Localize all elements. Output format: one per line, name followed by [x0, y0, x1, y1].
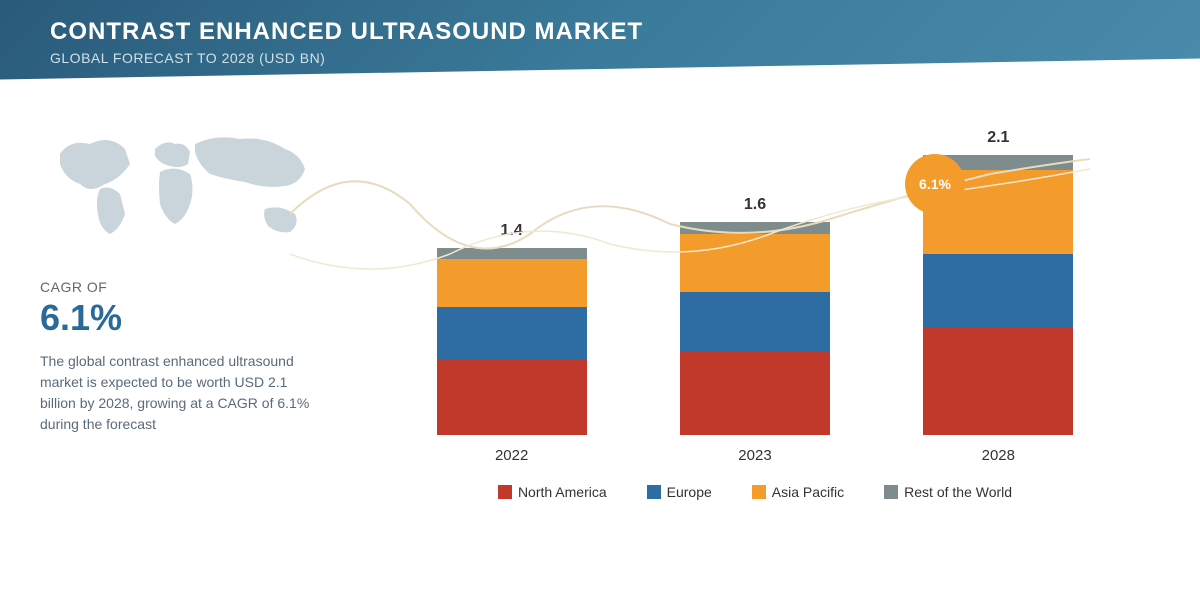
bar-stack	[680, 222, 830, 435]
bars-container: 1.420221.620232.12028	[350, 144, 1160, 464]
legend-item: North America	[498, 484, 607, 500]
bar-segment-europe	[680, 292, 830, 352]
bar-segment-asia_pacific	[680, 234, 830, 293]
bar-segment-north_america	[923, 328, 1073, 435]
chart-legend: North America Europe Asia Pacific Rest of t…	[350, 484, 1160, 510]
bar-segment-europe	[437, 307, 587, 360]
page-title: CONTRAST ENHANCED ULTRASOUND MARKET	[50, 18, 1150, 46]
cagr-badge: 6.1%	[905, 154, 965, 214]
bar-year-label: 2028	[982, 447, 1015, 464]
bar-segment-rest_of_world	[437, 248, 587, 259]
left-panel: CAGR OF 6.1% The global contrast enhance…	[40, 114, 350, 544]
bar-segment-rest_of_world	[680, 222, 830, 234]
bar-total-label: 1.4	[501, 222, 523, 240]
bar-segment-north_america	[437, 360, 587, 435]
bar-segment-asia_pacific	[437, 259, 587, 307]
world-map-icon	[40, 114, 320, 254]
legend-label: North America	[518, 484, 607, 500]
legend-label: Rest of the World	[904, 484, 1012, 500]
legend-swatch	[647, 485, 661, 499]
bar-year-label: 2022	[495, 447, 528, 464]
legend-item: Asia Pacific	[752, 484, 844, 500]
content-area: CAGR OF 6.1% The global contrast enhance…	[0, 84, 1200, 554]
bar-group: 1.4 2022	[422, 222, 602, 464]
legend-label: Asia Pacific	[772, 484, 844, 500]
legend-item: Europe	[647, 484, 712, 500]
bar-segment-north_america	[680, 352, 830, 435]
legend-swatch	[884, 485, 898, 499]
bar-year-label: 2023	[738, 447, 771, 464]
bar-stack	[437, 248, 587, 435]
bar-total-label: 2.1	[987, 129, 1009, 147]
cagr-value: 6.1%	[40, 297, 330, 339]
bar-group: 1.6 2023	[665, 196, 845, 464]
bar-total-label: 1.6	[744, 196, 766, 214]
page-subtitle: GLOBAL FORECAST TO 2028 (USD BN)	[50, 50, 1150, 66]
chart-area: 6.1% 1.4 2022 1.6 2023 2.1 2028 North America…	[350, 114, 1160, 544]
legend-swatch	[498, 485, 512, 499]
description-text: The global contrast enhanced ultrasound …	[40, 351, 310, 435]
legend-item: Rest of the World	[884, 484, 1012, 500]
cagr-label: CAGR OF	[40, 279, 330, 295]
legend-swatch	[752, 485, 766, 499]
bar-segment-europe	[923, 254, 1073, 329]
legend-label: Europe	[667, 484, 712, 500]
header-banner: CONTRAST ENHANCED ULTRASOUND MARKET GLOB…	[0, 0, 1200, 84]
